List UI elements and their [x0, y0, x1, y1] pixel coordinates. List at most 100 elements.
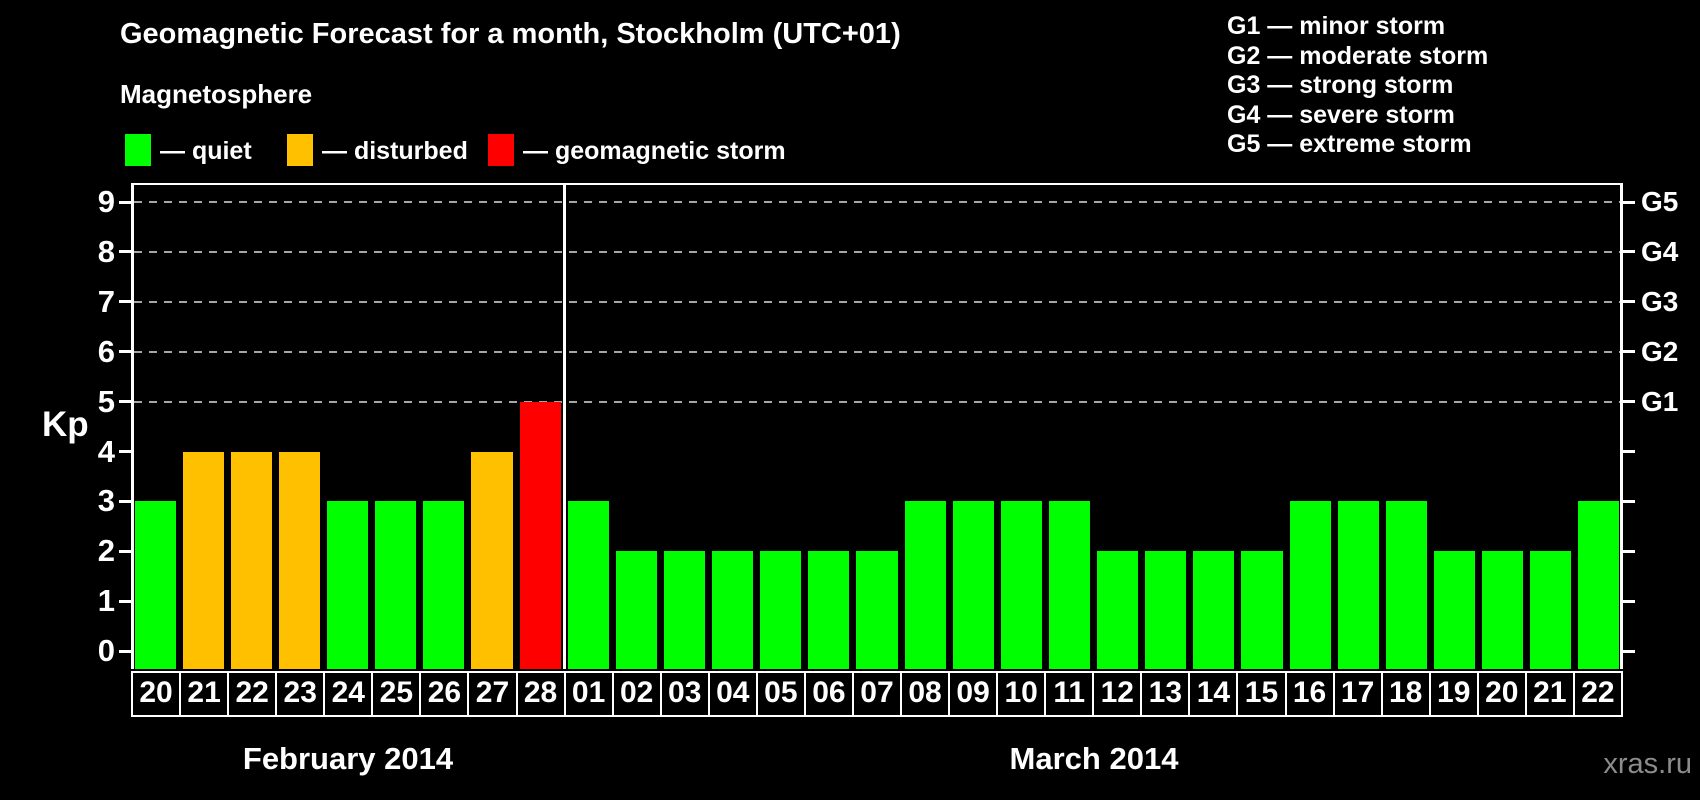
g-axis-label-G3: G3 — [1641, 285, 1679, 317]
day-label-february-20: 20 — [131, 671, 182, 717]
g-axis-label-G2: G2 — [1641, 335, 1679, 367]
kp-tick-2 — [119, 549, 131, 553]
day-label-march-14: 14 — [1188, 671, 1239, 717]
bar-february-20 — [134, 501, 176, 669]
g-tick-3 — [1623, 499, 1635, 503]
plot-frame-top — [131, 183, 1623, 185]
bar-march-12 — [1097, 551, 1139, 669]
day-label-february-21: 21 — [179, 671, 230, 717]
kp-tick-label-1: 1 — [97, 583, 115, 619]
disturbed-label: — disturbed — [322, 137, 468, 165]
bar-february-27 — [471, 451, 513, 669]
day-label-march-22: 22 — [1572, 671, 1623, 717]
day-label-march-11: 11 — [1044, 671, 1095, 717]
bar-march-11 — [1048, 501, 1091, 669]
day-label-february-25: 25 — [371, 671, 422, 717]
day-label-march-19: 19 — [1428, 671, 1479, 717]
magnetosphere-label: Magnetosphere — [120, 79, 313, 109]
day-label-march-17: 17 — [1332, 671, 1383, 717]
bar-february-21 — [182, 451, 224, 669]
g-scale-legend-line-1: G1 — minor storm — [1227, 12, 1446, 40]
kp-tick-label-4: 4 — [97, 433, 115, 469]
day-label-march-12: 12 — [1092, 671, 1143, 717]
bar-march-21 — [1530, 551, 1572, 669]
kp-tick-3 — [119, 499, 131, 503]
g-tick-5 — [1623, 400, 1635, 404]
g-tick-4 — [1623, 450, 1635, 453]
bar-march-13 — [1145, 551, 1187, 669]
storm-swatch — [488, 134, 514, 166]
bar-february-26 — [423, 501, 465, 669]
g-tick-9 — [1623, 200, 1635, 204]
gridline-6 — [134, 350, 1620, 353]
day-label-march-07: 07 — [851, 671, 902, 717]
day-label-february-24: 24 — [323, 671, 374, 717]
bar-march-05 — [760, 551, 802, 669]
bar-march-19 — [1433, 551, 1476, 669]
g-tick-6 — [1623, 350, 1635, 354]
kp-tick-label-2: 2 — [97, 533, 115, 569]
g-scale-legend: G1 — minor storm G2 — moderate storm G3 — … — [1227, 12, 1488, 160]
kp-tick-4 — [119, 450, 131, 453]
g-axis-label-G5: G5 — [1641, 186, 1679, 217]
day-label-march-08: 08 — [900, 671, 951, 717]
g-tick-7 — [1623, 300, 1635, 304]
day-label-february-27: 27 — [467, 671, 518, 717]
bar-february-28 — [519, 401, 561, 669]
kp-tick-8 — [119, 250, 131, 254]
day-label-march-16: 16 — [1284, 671, 1335, 717]
g-tick-1 — [1623, 599, 1635, 603]
g-tick-2 — [1623, 549, 1635, 553]
g-scale-legend-line-4: G4 — severe storm — [1227, 100, 1455, 129]
watermark: xras.ru — [1603, 748, 1692, 780]
day-label-february-22: 22 — [227, 671, 278, 717]
bar-march-15 — [1241, 551, 1283, 669]
bar-march-20 — [1482, 551, 1524, 669]
kp-axis-line — [131, 183, 134, 669]
quiet-label: — quiet — [160, 137, 252, 165]
kp-tick-label-0: 0 — [97, 633, 115, 669]
kp-tick-label-6: 6 — [97, 333, 115, 369]
g-scale-legend-line-5: G5 — extreme storm — [1227, 130, 1472, 159]
kp-tick-7 — [119, 300, 131, 304]
bar-march-06 — [808, 551, 850, 669]
kp-tick-1 — [119, 599, 131, 603]
day-label-march-01: 01 — [563, 671, 614, 717]
bar-march-18 — [1385, 501, 1427, 669]
kp-tick-label-8: 8 — [97, 233, 115, 269]
storm-label: — geomagnetic storm — [523, 137, 786, 165]
month-separator — [562, 183, 566, 669]
kp-tick-label-5: 5 — [97, 383, 115, 419]
month-label-march: March 2014 — [1009, 741, 1179, 776]
day-label-march-18: 18 — [1380, 671, 1431, 717]
g-tick-0 — [1623, 649, 1635, 653]
bar-march-04 — [712, 551, 754, 669]
bar-march-09 — [952, 501, 994, 669]
bar-february-24 — [327, 501, 369, 669]
bar-march-10 — [1000, 501, 1042, 669]
day-label-february-26: 26 — [419, 671, 470, 717]
kp-tick-label-7: 7 — [97, 283, 115, 319]
kp-tick-label-3: 3 — [97, 483, 115, 519]
bar-february-25 — [375, 501, 417, 669]
kp-tick-0 — [119, 649, 131, 653]
bar-march-07 — [856, 551, 898, 669]
bar-march-16 — [1289, 501, 1331, 669]
g-scale-legend-line-3: G3 — strong storm — [1227, 71, 1454, 100]
g-scale-legend-line-2: G2 — moderate storm — [1227, 41, 1489, 70]
gridline-7 — [134, 300, 1620, 303]
day-label-march-02: 02 — [611, 671, 662, 717]
kp-tick-6 — [119, 350, 131, 354]
day-axis: 20 21 22 23 24 25 26 27 28 01 02 03 04 05 06 07 08 09 10 11… — [131, 671, 1623, 717]
g-axis-label-G4: G4 — [1641, 235, 1679, 267]
chart-title: Geomagnetic Forecast for a month, Stockh… — [120, 18, 901, 50]
day-label-march-04: 04 — [707, 671, 758, 717]
bar-march-22 — [1578, 501, 1620, 669]
bar-march-01 — [567, 501, 609, 669]
quiet-swatch — [125, 134, 151, 166]
day-label-march-06: 06 — [803, 671, 854, 717]
day-label-march-09: 09 — [948, 671, 999, 717]
day-label-march-13: 13 — [1140, 671, 1191, 717]
gridline-9 — [134, 201, 1620, 203]
